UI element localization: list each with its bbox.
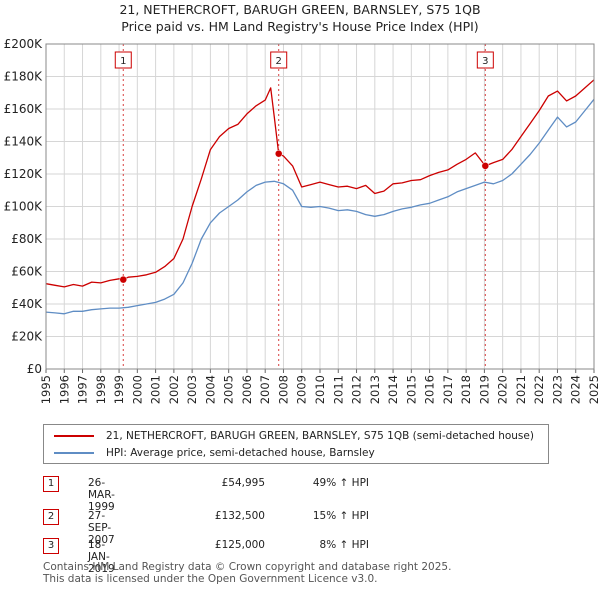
footer-copyright: Contains HM Land Registry data © Crown c… (43, 561, 452, 573)
legend-item-property: 21, NETHERCROFT, BARUGH GREEN, BARNSLEY,… (54, 428, 534, 444)
sale-point (481, 162, 490, 170)
x-tick-label: 2024 (569, 375, 583, 404)
chart-legend: 21, NETHERCROFT, BARUGH GREEN, BARNSLEY,… (43, 424, 549, 464)
x-tick-label: 2007 (258, 375, 272, 404)
sale-annotation-box-frame (476, 51, 494, 69)
x-tick-label: 1997 (76, 375, 90, 404)
price-chart: £0 £20K £40K £60K £80K £100K £120K £140K £160K £1… (4, 37, 600, 404)
x-tick-label: 1996 (57, 375, 71, 404)
hpi-line (45, 98, 595, 315)
sale-annotation-label: 2 (276, 56, 282, 67)
sale-annotation-label: 3 (482, 56, 488, 67)
sale-annotation-box: 2 (270, 51, 288, 69)
x-tick-label: 2011 (331, 375, 345, 404)
x-tick-label: 2016 (423, 375, 437, 404)
x-tick-label: 2020 (496, 375, 510, 404)
x-tick-label: 2004 (203, 375, 217, 404)
legend-item-hpi: HPI: Average price, semi-detached house,… (54, 445, 375, 461)
transaction-date: 26-MAR-1999 (88, 477, 115, 513)
x-tick-label: 2003 (185, 375, 199, 404)
x-tick-label: 1998 (94, 375, 108, 404)
transaction-price: £132,500 (214, 510, 265, 522)
transaction-hpi-change: 8% ↑ HPI (319, 539, 369, 551)
y-tick-label: £180K (4, 70, 44, 84)
sale-annotation-box: 3 (476, 51, 494, 69)
x-tick-label: 2012 (350, 375, 364, 404)
x-tick-label: 2006 (240, 375, 254, 404)
x-tick-label: 2017 (441, 375, 455, 404)
y-tick-label: £140K (4, 135, 44, 149)
y-tick-label: £160K (4, 102, 44, 116)
x-tick-label: 2010 (313, 375, 327, 404)
y-tick-label: £80K (11, 232, 43, 246)
legend-label-property: 21, NETHERCROFT, BARUGH GREEN, BARNSLEY,… (106, 430, 534, 442)
chart-subtitle: Price paid vs. HM Land Registry's House … (121, 19, 479, 34)
transaction-hpi-change: 15% ↑ HPI (312, 510, 369, 522)
x-tick-label: 2015 (404, 375, 418, 404)
x-tick-label: 2013 (368, 375, 382, 404)
x-tick-label: 2022 (532, 375, 546, 404)
y-tick-label: £40K (11, 297, 43, 311)
transaction-price: £125,000 (214, 539, 265, 551)
y-tick-label: £120K (4, 167, 44, 181)
footer-licence: This data is licensed under the Open Gov… (43, 573, 378, 585)
sale-point (119, 275, 128, 284)
transaction-number-badge: 1 (43, 476, 59, 492)
y-tick-label: £20K (11, 330, 43, 344)
x-tick-label: 2008 (276, 375, 290, 404)
transaction-hpi-change: 49% ↑ HPI (312, 477, 369, 489)
sale-annotation-label: 1 (120, 56, 126, 67)
y-tick-label: £100K (4, 200, 44, 214)
transaction-number-badge: 2 (43, 509, 59, 525)
x-tick-label: 2025 (587, 375, 600, 404)
transaction-date: 27-SEP-2007 (88, 510, 115, 546)
sale-annotation-box-frame (270, 51, 288, 69)
legend-label-hpi: HPI: Average price, semi-detached house,… (106, 447, 375, 459)
plot-border (45, 43, 595, 370)
legend-swatch-hpi (54, 452, 94, 454)
property-price-line (45, 79, 595, 288)
x-tick-label: 2023 (550, 375, 564, 404)
x-tick-label: 2019 (477, 375, 491, 404)
x-tick-label: 2014 (386, 375, 400, 404)
x-tick-label: 1999 (112, 375, 126, 404)
x-tick-label: 1995 (39, 375, 53, 404)
x-tick-label: 2000 (130, 375, 144, 404)
x-tick-label: 2009 (295, 375, 309, 404)
y-tick-label: £60K (11, 265, 43, 279)
y-tick-label: £0 (27, 362, 42, 376)
sale-annotation-box-frame (114, 51, 132, 69)
x-tick-label: 2001 (149, 375, 163, 404)
transaction-price: £54,995 (221, 477, 265, 489)
sale-point (274, 149, 283, 158)
sale-annotation-box: 1 (114, 51, 132, 69)
chart-title: 21, NETHERCROFT, BARUGH GREEN, BARNSLEY,… (119, 2, 481, 17)
x-tick-label: 2005 (222, 375, 236, 404)
transaction-date: 18-JAN-2019 (88, 539, 115, 575)
x-tick-label: 2021 (514, 375, 528, 404)
x-tick-label: 2018 (459, 375, 473, 404)
y-tick-label: £200K (4, 37, 44, 51)
x-tick-label: 2002 (167, 375, 181, 404)
legend-swatch-property (54, 435, 94, 437)
transaction-number-badge: 3 (43, 538, 59, 554)
